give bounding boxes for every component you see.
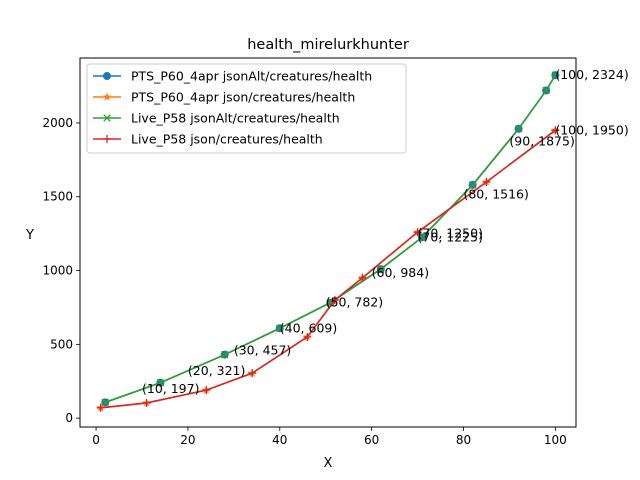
x-tick-label: 100 (544, 433, 567, 447)
data-point (276, 324, 284, 333)
y-tick-label: 1000 (42, 264, 73, 278)
legend-entry: Live_P58 json/creatures/health (93, 132, 323, 147)
series-layer (96, 71, 560, 412)
point-annotation: (90, 1875) (509, 133, 574, 148)
data-point (303, 332, 312, 341)
legend-marker (102, 92, 112, 101)
legend-entry: PTS_P60_4apr jsonAlt/creatures/health (93, 69, 372, 84)
data-point (377, 265, 385, 273)
data-point (542, 86, 550, 95)
legend-entry: Live_P58 jsonAlt/creatures/health (93, 111, 340, 126)
legend-entry: PTS_P60_4apr json/creatures/health (93, 90, 355, 105)
point-annotation: (60, 984) (372, 265, 429, 280)
legend-marker (103, 114, 111, 122)
point-annotation: (100, 1950) (555, 122, 628, 137)
data-point (551, 126, 560, 135)
data-point (96, 403, 105, 412)
data-point (551, 71, 560, 79)
x-tick-label: 20 (180, 433, 195, 447)
legend-label: PTS_P60_4apr json/creatures/health (131, 90, 355, 105)
point-annotation: (80, 1516) (463, 186, 528, 201)
chart-title: health_mirelurkhunter (247, 37, 409, 53)
y-tick-label: 500 (50, 337, 73, 351)
data-point (156, 378, 165, 387)
data-point (248, 369, 257, 378)
legend-label: Live_P58 json/creatures/health (131, 132, 323, 147)
point-annotation: (40, 609) (280, 320, 337, 335)
series-4 (96, 126, 560, 412)
series-line-4 (100, 129, 556, 409)
data-point (514, 125, 523, 133)
legend-label: Live_P58 jsonAlt/creatures/health (131, 111, 340, 126)
data-point (202, 386, 211, 395)
point-annotation: (70, 1225) (418, 229, 483, 244)
point-annotation: (10, 197) (142, 381, 199, 396)
point-annotation: (30, 457) (234, 343, 291, 358)
legend-marker (103, 135, 111, 143)
series-2 (96, 125, 560, 412)
data-point (413, 228, 422, 237)
x-tick-label: 0 (92, 433, 100, 447)
legend-box (86, 63, 407, 154)
legend-marker (103, 72, 111, 80)
point-annotation: (50, 782) (326, 295, 383, 310)
annotation-layer: (10, 197) (20, 321) (30, 457) (40, 609) (50,… (142, 67, 629, 396)
series-line-2 (100, 129, 556, 409)
y-axis-label: Y (25, 228, 34, 243)
x-axis-label: X (324, 456, 333, 471)
y-tick-label: 0 (65, 411, 73, 425)
legend-label: PTS_P60_4apr jsonAlt/creatures/health (131, 69, 372, 84)
data-point (101, 398, 110, 407)
point-annotation: (20, 321) (188, 363, 245, 378)
data-point (220, 350, 229, 359)
point-annotation: (70, 1250) (418, 226, 483, 241)
point-annotation: (100, 2324) (555, 67, 628, 82)
data-point (468, 181, 477, 189)
x-tick-label: 40 (272, 433, 287, 447)
x-tick-label: 60 (364, 433, 379, 447)
legend: PTS_P60_4apr jsonAlt/creatures/health PTS… (86, 63, 407, 154)
x-tick-label: 80 (456, 433, 471, 447)
data-point (330, 296, 339, 305)
data-point (482, 177, 491, 186)
y-tick-label: 2000 (42, 116, 73, 130)
y-tick-label: 1500 (42, 190, 73, 204)
data-point (418, 233, 426, 242)
data-point (142, 398, 151, 407)
plot-frame (79, 57, 577, 428)
series-3 (101, 71, 560, 407)
data-point (358, 273, 367, 282)
